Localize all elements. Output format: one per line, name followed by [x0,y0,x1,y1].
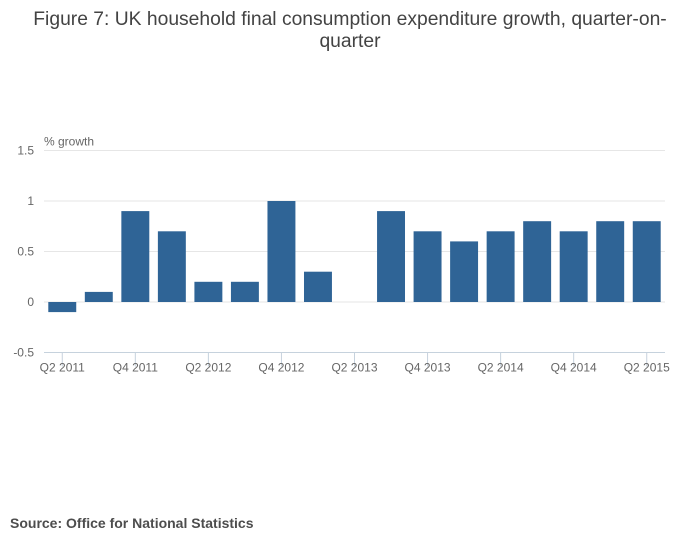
svg-text:Q2 2012: Q2 2012 [185,361,231,375]
svg-text:Q2 2011: Q2 2011 [40,361,85,375]
svg-text:Q4 2013: Q4 2013 [405,361,451,375]
svg-text:Q2 2013: Q2 2013 [331,361,377,375]
svg-text:1: 1 [27,194,34,208]
svg-text:-0.5: -0.5 [13,346,34,360]
svg-text:Q2 2015: Q2 2015 [624,361,670,375]
svg-text:0: 0 [27,295,34,309]
svg-text:0.5: 0.5 [17,245,34,259]
svg-text:% growth: % growth [44,135,94,149]
svg-text:Q4 2014: Q4 2014 [551,361,597,375]
svg-text:Q4 2012: Q4 2012 [258,361,304,375]
svg-text:Q4 2011: Q4 2011 [113,361,158,375]
svg-text:Q2 2014: Q2 2014 [478,361,524,375]
svg-text:1.5: 1.5 [17,144,34,158]
